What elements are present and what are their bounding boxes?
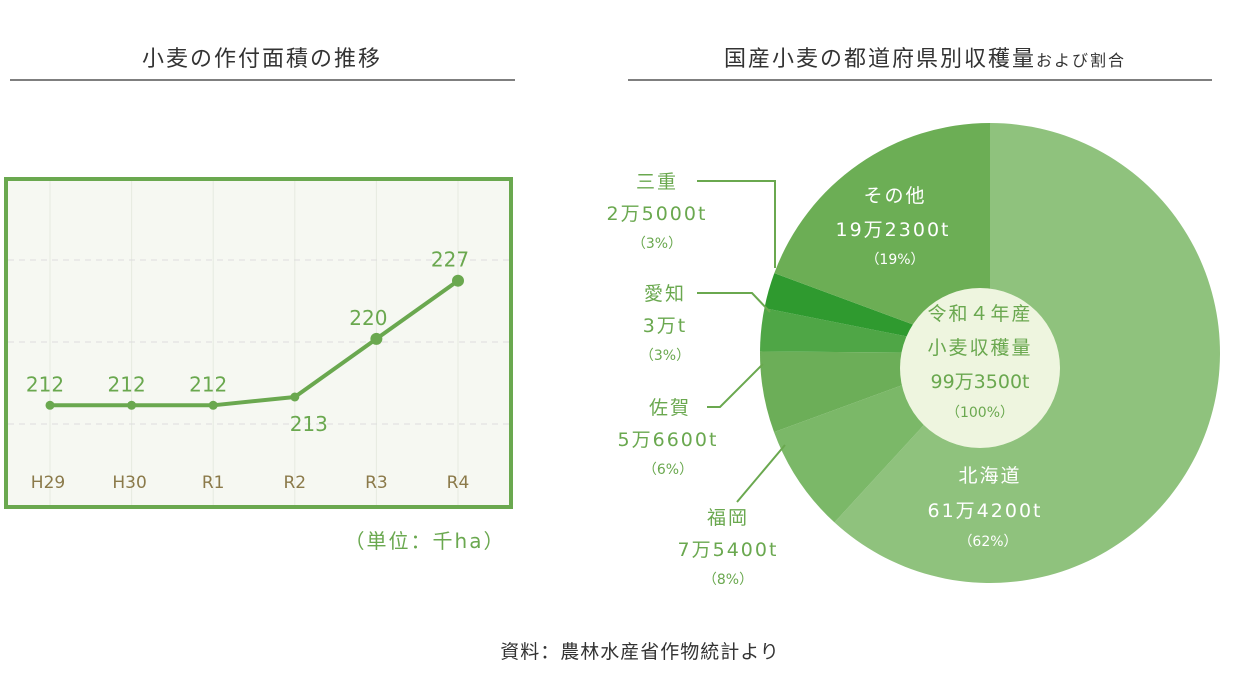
leader-line-aichi bbox=[697, 292, 771, 313]
data-point bbox=[370, 332, 383, 345]
data-label: 227 bbox=[431, 248, 469, 272]
leader-line-saga bbox=[707, 363, 764, 408]
pie-slice bbox=[774, 123, 990, 353]
leader-line-fukuoka bbox=[736, 444, 786, 503]
slice-label-hokkaido-amount: 61万4200t bbox=[928, 500, 1043, 522]
unit-note: （単位：千ha） bbox=[345, 529, 506, 553]
center-percent: （100%） bbox=[946, 405, 1014, 421]
slice-label-other-amount: 19万2300t bbox=[836, 219, 951, 241]
data-label: 220 bbox=[349, 306, 387, 330]
data-label: 212 bbox=[108, 372, 146, 396]
label-mie-percent: （3%） bbox=[632, 236, 682, 252]
label-fukuoka-name: 福岡 bbox=[707, 507, 749, 529]
pie-chart-title: 国産小麦の都道府県別収穫量および割合 bbox=[724, 47, 1126, 72]
data-label: 212 bbox=[189, 372, 227, 396]
center-line2: 小麦収穫量 bbox=[927, 337, 1032, 359]
data-point bbox=[127, 400, 137, 410]
label-mie-name: 三重 bbox=[636, 171, 678, 193]
slice-label-hokkaido-name: 北海道 bbox=[958, 465, 1021, 487]
line-chart-title: 小麦の作付面積の推移 bbox=[142, 47, 382, 72]
x-tick-label: R4 bbox=[447, 473, 470, 493]
label-saga-percent: （6%） bbox=[643, 462, 693, 478]
label-aichi-percent: （3%） bbox=[640, 348, 690, 364]
pie-center-circle bbox=[900, 288, 1060, 448]
line-series: 212 H29 212 H30 212 R1 213 R2 220 R3 227 R4 bbox=[26, 248, 469, 493]
line-chart-frame bbox=[4, 177, 513, 509]
slice-label-other-percent: （19%） bbox=[865, 252, 924, 268]
leader-line-mie bbox=[697, 180, 776, 268]
data-point bbox=[290, 392, 300, 402]
x-tick-label: H30 bbox=[112, 473, 146, 493]
label-fukuoka-amount: 7万5400t bbox=[678, 539, 779, 561]
data-point bbox=[45, 400, 55, 410]
center-line1: 令和４年産 bbox=[927, 303, 1032, 325]
x-tick-label: R2 bbox=[283, 473, 306, 493]
center-amount: 99万3500t bbox=[931, 371, 1030, 393]
label-saga-name: 佐賀 bbox=[649, 397, 691, 419]
series-line bbox=[50, 279, 460, 408]
data-label: 213 bbox=[290, 412, 328, 436]
x-tick-label: H29 bbox=[31, 473, 65, 493]
x-tick-label: R3 bbox=[365, 473, 388, 493]
slice-label-other-name: その他 bbox=[863, 185, 926, 207]
label-aichi-name: 愛知 bbox=[644, 283, 686, 305]
data-point bbox=[208, 400, 218, 410]
label-aichi-amount: 3万t bbox=[643, 315, 688, 337]
slice-label-hokkaido-percent: （62%） bbox=[958, 534, 1017, 550]
label-fukuoka-percent: （8%） bbox=[703, 572, 753, 588]
source-note: 資料：農林水産省作物統計より bbox=[500, 641, 780, 663]
label-mie-amount: 2万5000t bbox=[607, 203, 708, 225]
x-tick-label: R1 bbox=[202, 473, 225, 493]
data-label: 212 bbox=[26, 372, 64, 396]
data-point bbox=[452, 274, 464, 287]
label-saga-amount: 5万6600t bbox=[618, 429, 719, 451]
